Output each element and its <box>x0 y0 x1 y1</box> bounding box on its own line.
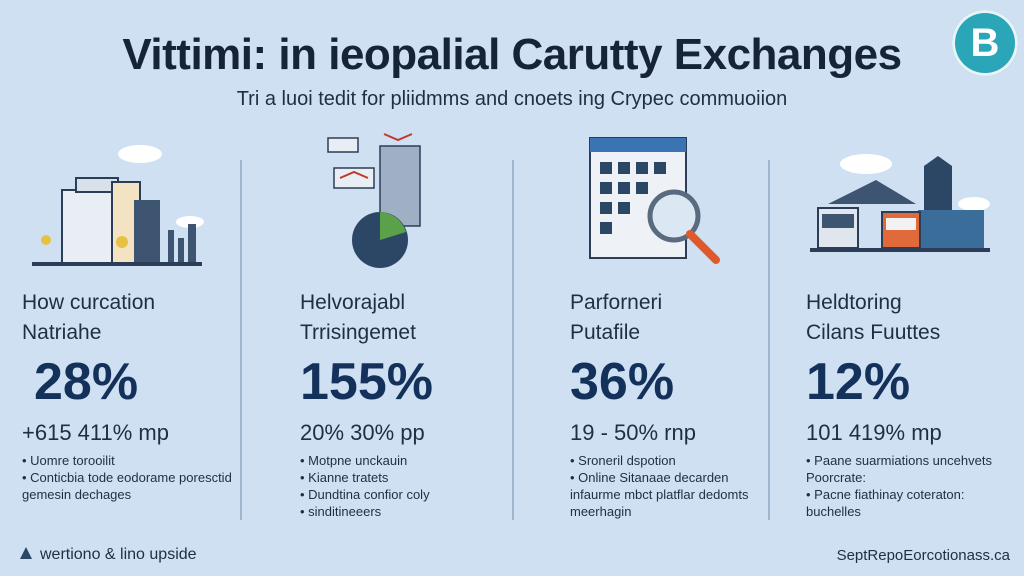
stat-percent: 12% <box>806 353 911 411</box>
list-item: Sroneril dspotion <box>570 452 770 469</box>
bus-station-icon <box>810 154 990 252</box>
stat-percent: 155% <box>300 353 433 411</box>
list-item: Paane suarmiations uncehvets Poorcrate: <box>806 452 1016 486</box>
stat-label: How curcation Natriahe <box>22 291 156 344</box>
brand-logo[interactable]: B <box>952 10 1018 76</box>
footer-left: wertiono & lino upside <box>18 545 197 564</box>
footer-left-text: wertiono & lino upside <box>40 546 197 563</box>
stat-column-3: Parforneri Putafile 36% 19 - 50% rnp Sro… <box>570 130 810 530</box>
list-item: Dundtina confior coly <box>300 486 429 503</box>
footer-right[interactable]: SeptRepoEorcotionass.ca <box>836 547 1010 564</box>
page-subtitle: Tri a luoi tedit for pliidmms and cnoets… <box>236 88 788 110</box>
stat-bullets: Paane suarmiations uncehvets Poorcrate: … <box>806 452 1016 520</box>
list-item: Kianne tratets <box>300 469 430 486</box>
stat-label: Helvorajabl Trrisingemet <box>300 291 416 344</box>
stat-label: Parforneri Putafile <box>570 291 663 344</box>
source-icon <box>20 547 32 559</box>
stat-column-4: Heldtoring Cilans Fuuttes 12% 101 419% m… <box>806 130 1024 530</box>
stat-bullets: Sroneril dspotion Online Sitanaae decard… <box>570 452 770 520</box>
page-title: Vittimi: in ieopalial Carutty Exchanges <box>122 30 902 79</box>
stat-range: +615 411% mp <box>22 420 169 445</box>
city-buildings-icon <box>32 145 204 266</box>
list-item: Conticbia tode eodorame poresctid gemesi… <box>22 469 242 503</box>
column-divider <box>512 160 514 520</box>
stat-range: 101 419% mp <box>806 420 942 445</box>
column-divider <box>768 160 770 520</box>
magnifier-icon <box>589 137 720 264</box>
list-item: sinditineeers <box>300 503 430 520</box>
stat-range: 19 - 50% rnp <box>570 420 696 445</box>
stat-column-1: How curcation Natriahe 28% +615 411% mp … <box>22 130 262 530</box>
stat-percent: 28% <box>34 353 139 411</box>
stat-label: Heldtoring Cilans Fuuttes <box>806 291 941 344</box>
stat-column-2: Helvorajabl Trrisingemet 155% 20% 30% pp… <box>300 130 540 530</box>
column-divider <box>240 160 242 520</box>
stat-bullets: Uomre torooilit Conticbia tode eodorame … <box>22 452 242 503</box>
stat-bullets: Motpne unckauin Kianne tratets Dundtina … <box>300 452 430 520</box>
list-item: Uomre torooilit <box>22 452 242 469</box>
stat-percent: 36% <box>570 353 675 411</box>
pie-chart-icon <box>327 133 421 268</box>
list-item: Online Sitanaae decarden infaurme mbct p… <box>570 469 770 520</box>
stat-range: 20% 30% pp <box>300 420 425 445</box>
list-item: Motpne unckauin <box>300 452 430 469</box>
list-item: Pacne fiathinay coteraton: buchelles <box>806 486 1016 520</box>
